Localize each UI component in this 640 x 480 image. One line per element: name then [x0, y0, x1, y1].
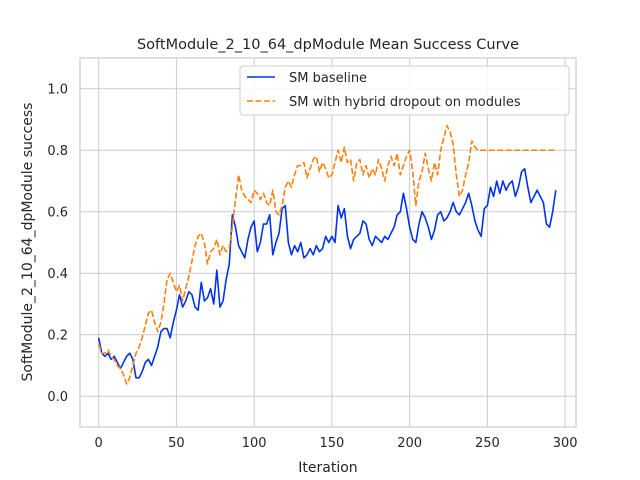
plot-frame	[79, 57, 577, 428]
y-tick-label: 0.4	[47, 267, 68, 282]
x-axis-label: Iteration	[298, 460, 357, 476]
x-tick-label: 250	[475, 436, 500, 451]
x-tick-label: 300	[553, 436, 578, 451]
y-axis-label: SoftModule_2_10_64_dpModule success	[20, 103, 36, 382]
y-tick-label: 0.0	[47, 390, 68, 405]
y-tick-label: 1.0	[47, 82, 68, 97]
x-tick-label: 100	[242, 436, 267, 451]
ticks-layer: 0 50 100 150 200 250 300 0.0 0.2 0.4 0.6 0.8 1.0	[47, 82, 577, 451]
series-line-sm-baseline	[97, 167, 557, 379]
y-tick-label: 0.2	[47, 328, 68, 343]
x-tick-label: 0	[95, 436, 103, 451]
legend-label-sm-baseline: SM baseline	[289, 71, 367, 86]
grid-layer	[80, 58, 576, 427]
y-tick-label: 0.6	[47, 205, 68, 220]
y-tick-label: 0.8	[47, 144, 68, 159]
series-layer	[97, 124, 557, 385]
x-tick-label: 150	[319, 436, 344, 451]
series-line-sm-hybrid-dropout	[97, 124, 556, 385]
chart-title: SoftModule_2_10_64_dpModule Mean Success…	[137, 37, 519, 53]
x-tick-label: 50	[168, 436, 185, 451]
x-tick-label: 200	[397, 436, 422, 451]
legend: SM baseline SM with hybrid dropout on mo…	[239, 65, 570, 116]
legend-box	[239, 65, 570, 116]
frame-layer	[79, 57, 577, 428]
legend-label-sm-hybrid-dropout: SM with hybrid dropout on modules	[289, 95, 521, 110]
